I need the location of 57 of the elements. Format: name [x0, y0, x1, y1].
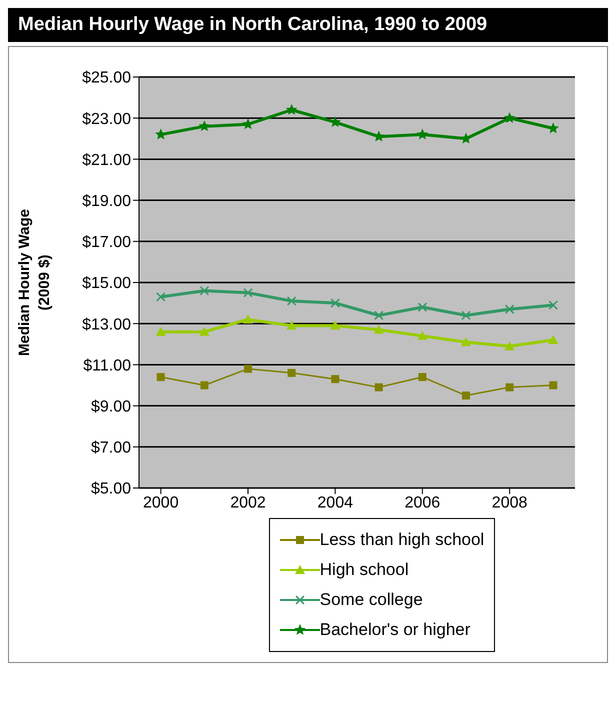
- point: [288, 368, 296, 377]
- x-tick-label: 2008: [492, 494, 528, 512]
- legend-label: Bachelor's or higher: [320, 620, 470, 640]
- point: [200, 286, 210, 296]
- y-tick-label: $11.00: [83, 357, 132, 374]
- legend-label: Some college: [320, 590, 423, 610]
- y-tick-label: $5.00: [90, 480, 132, 498]
- y-tick-label: $13.00: [82, 316, 132, 334]
- point: [504, 112, 516, 123]
- point: [506, 383, 514, 392]
- point: [374, 324, 384, 334]
- x-tick-label: 2000: [143, 494, 179, 512]
- point: [374, 310, 384, 320]
- x-tick-label: 2006: [404, 494, 440, 512]
- point: [461, 310, 471, 320]
- point: [374, 383, 383, 392]
- y-tick-label: $25.00: [82, 70, 132, 87]
- y-tick-label: $23.00: [82, 110, 132, 128]
- point: [198, 120, 210, 132]
- y-axis-title: Median Hourly Wage (2009 $): [16, 209, 53, 356]
- point: [330, 298, 340, 308]
- point: [286, 104, 298, 115]
- point: [418, 302, 428, 312]
- point: [243, 314, 253, 324]
- point: [156, 326, 166, 336]
- legend-label: Less than high school: [320, 530, 484, 550]
- point: [416, 128, 428, 140]
- point: [243, 288, 253, 298]
- point: [504, 304, 514, 314]
- point: [548, 300, 558, 310]
- point: [549, 381, 558, 390]
- chart-title: Median Hourly Wage in North Carolina, 1990 to 2009: [8, 8, 608, 42]
- legend-label: High school: [320, 560, 409, 580]
- point: [244, 364, 252, 373]
- point: [156, 373, 165, 382]
- y-tick-label: $19.00: [82, 192, 132, 210]
- x-tick-label: 2004: [317, 494, 354, 512]
- y-tick-label: $15.00: [82, 275, 132, 292]
- point: [504, 341, 515, 350]
- point: [200, 381, 208, 390]
- point: [417, 330, 428, 340]
- point: [462, 392, 470, 400]
- point: [418, 373, 426, 382]
- y-tick-label: $21.00: [82, 152, 132, 169]
- point: [199, 326, 210, 336]
- point: [548, 335, 558, 344]
- y-tick-label: $7.00: [90, 440, 132, 457]
- point: [460, 132, 472, 144]
- point: [286, 320, 297, 330]
- point: [461, 337, 471, 346]
- y-tick-label: $9.00: [90, 398, 132, 416]
- point: [330, 320, 340, 330]
- point: [331, 375, 340, 384]
- point: [286, 296, 296, 306]
- y-tick-label: $17.00: [82, 234, 132, 252]
- x-tick-label: 2002: [230, 494, 266, 512]
- point: [156, 292, 166, 302]
